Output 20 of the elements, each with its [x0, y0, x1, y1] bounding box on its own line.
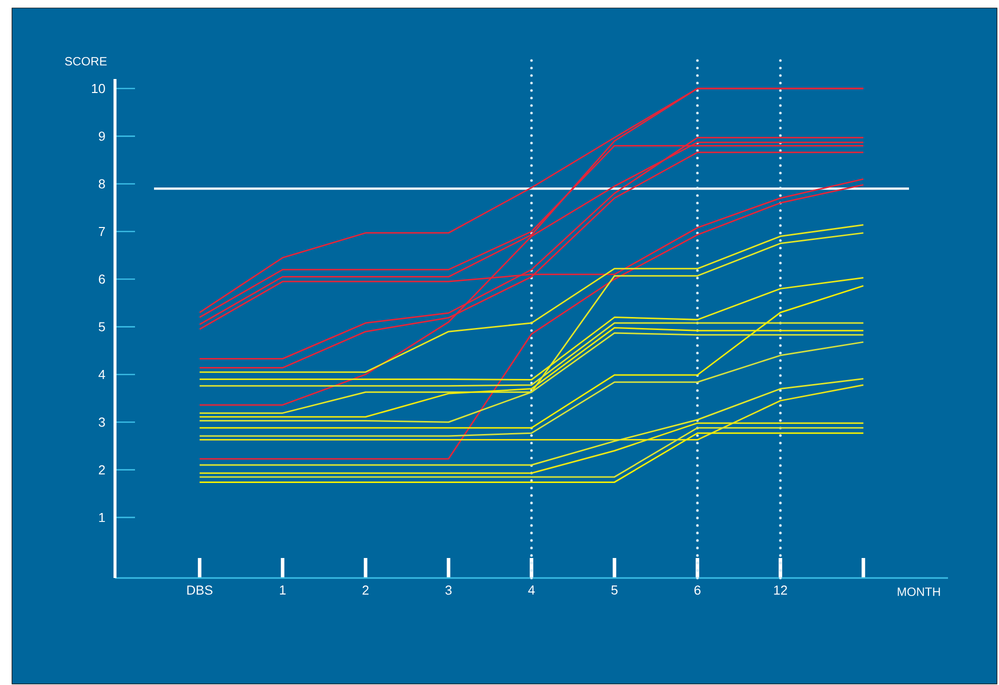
- y-tick-label: 6: [98, 274, 105, 284]
- y-tick-label: 4: [98, 370, 106, 379]
- x-tick-label: 2: [362, 586, 369, 595]
- x-tick-label: 12: [774, 586, 787, 595]
- y-tick-label: 8: [98, 179, 105, 188]
- x-tick-label: 6: [694, 586, 700, 595]
- y-tick-label: 3: [98, 418, 105, 427]
- y-tick-label: 5: [98, 322, 105, 332]
- y-tick-label: 1: [99, 512, 105, 522]
- y-tick-label: 2: [98, 465, 105, 474]
- y-tick-label: 10: [92, 84, 105, 94]
- y-tick-label: 9: [98, 132, 105, 141]
- x-tick-label: 3: [445, 586, 452, 595]
- x-tick-label: 4: [528, 586, 535, 594]
- x-tick-label: 1: [280, 586, 286, 594]
- x-tick-label: 5: [611, 586, 618, 595]
- y-axis-title: SCORE: [65, 56, 107, 66]
- x-axis-title: MONTH: [898, 588, 940, 596]
- x-tick-label: DBS: [187, 586, 212, 595]
- y-tick-label: 7: [98, 227, 105, 236]
